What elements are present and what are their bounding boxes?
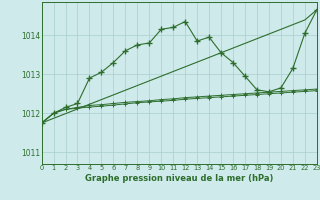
X-axis label: Graphe pression niveau de la mer (hPa): Graphe pression niveau de la mer (hPa) xyxy=(85,174,273,183)
